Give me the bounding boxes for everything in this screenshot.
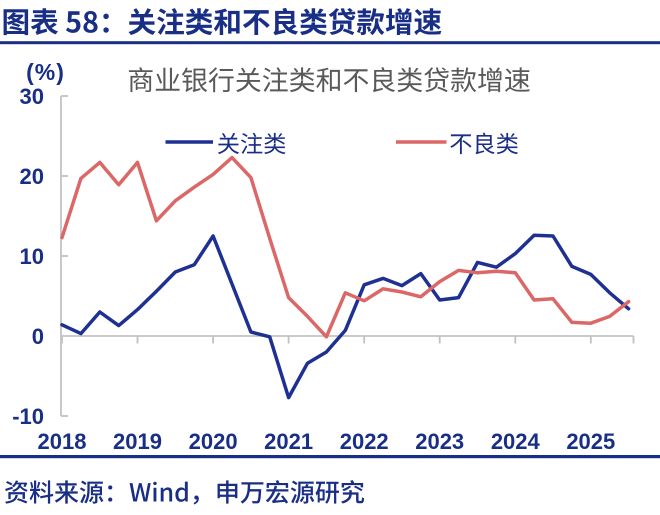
- svg-text:0: 0: [32, 324, 44, 349]
- svg-text:20: 20: [20, 164, 44, 189]
- svg-text:2020: 2020: [189, 429, 238, 454]
- svg-text:2024: 2024: [491, 429, 541, 454]
- svg-text:2018: 2018: [38, 429, 87, 454]
- svg-text:2025: 2025: [566, 429, 615, 454]
- svg-text:2019: 2019: [113, 429, 162, 454]
- svg-text:10: 10: [20, 244, 44, 269]
- svg-text:2023: 2023: [415, 429, 464, 454]
- svg-text:30: 30: [20, 84, 44, 109]
- svg-text:2022: 2022: [340, 429, 389, 454]
- svg-text:-10: -10: [12, 404, 44, 429]
- svg-text:(%): (%): [26, 59, 65, 85]
- svg-text:2021: 2021: [264, 429, 313, 454]
